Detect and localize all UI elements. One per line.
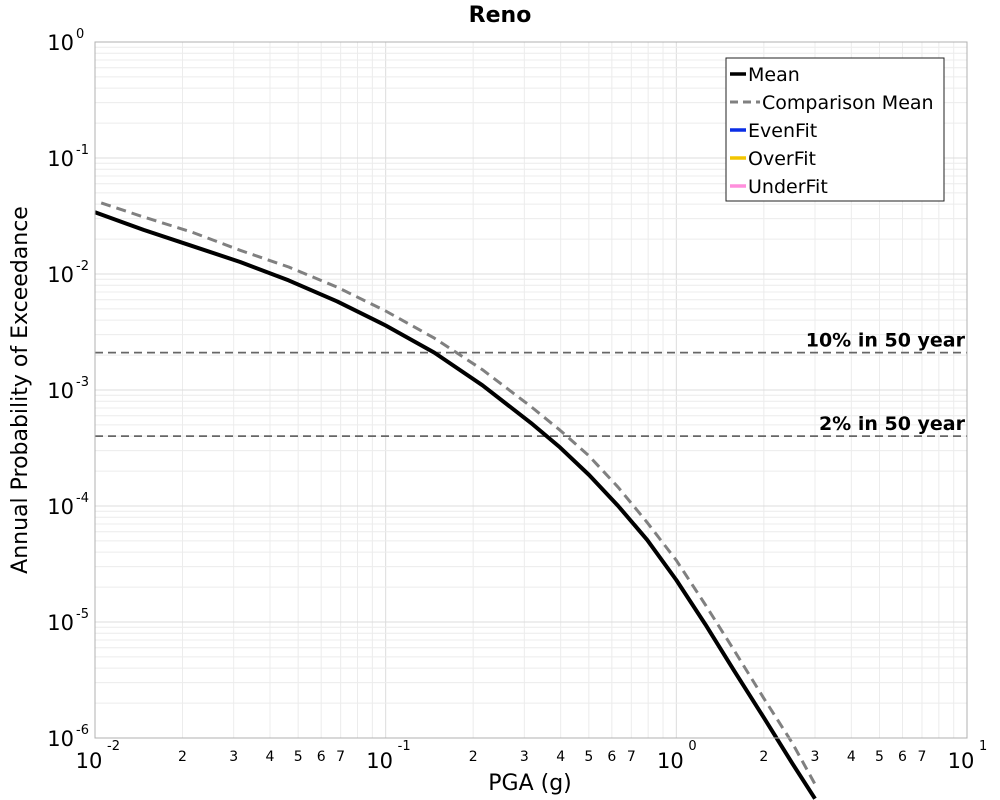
x-tick-exponent: 1 xyxy=(979,739,987,754)
x-minor-tick-label: 3 xyxy=(229,749,238,765)
legend-label: EvenFit xyxy=(748,120,817,142)
y-tick-label: 10 xyxy=(47,263,74,287)
y-tick-label: 10 xyxy=(47,495,74,519)
legend-label: OverFit xyxy=(748,148,816,170)
x-tick-label: 10 xyxy=(76,749,103,773)
y-tick-label: 10 xyxy=(47,727,74,751)
x-minor-tick-label: 7 xyxy=(336,749,345,765)
y-tick-exponent: -5 xyxy=(76,607,89,622)
y-tick-exponent: -2 xyxy=(76,259,89,274)
reference-line-label: 2% in 50 year xyxy=(819,413,966,435)
x-minor-tick-label: 5 xyxy=(584,749,593,765)
x-minor-tick-label: 3 xyxy=(520,749,529,765)
x-minor-tick-label: 6 xyxy=(317,749,326,765)
y-tick-exponent: -6 xyxy=(76,723,89,738)
legend-label: Mean xyxy=(748,64,800,86)
x-minor-tick-label: 2 xyxy=(178,749,187,765)
y-tick-label: 10 xyxy=(47,31,74,55)
plot-frame xyxy=(94,41,968,739)
x-tick-exponent: 0 xyxy=(688,739,696,754)
x-minor-tick-label: 4 xyxy=(266,749,275,765)
chart-title: Reno xyxy=(469,3,532,28)
x-minor-tick-label: 3 xyxy=(811,749,820,765)
y-tick-exponent: -4 xyxy=(76,491,89,506)
x-tick-label: 10 xyxy=(366,749,393,773)
x-minor-tick-label: 5 xyxy=(294,749,303,765)
grid-lines xyxy=(94,42,967,739)
legend-box xyxy=(725,57,945,202)
x-minor-tick-label: 2 xyxy=(759,749,768,765)
y-tick-exponent: 0 xyxy=(76,27,84,42)
y-tick-label: 10 xyxy=(47,147,74,171)
y-tick-exponent: -1 xyxy=(76,143,89,158)
x-minor-tick-label: 4 xyxy=(556,749,565,765)
x-axis-label: PGA (g) xyxy=(488,771,572,796)
x-minor-tick-label: 4 xyxy=(847,749,856,765)
x-tick-exponent: -1 xyxy=(398,739,411,754)
series-line-comparison-mean xyxy=(100,201,817,785)
y-tick-label: 10 xyxy=(47,379,74,403)
x-minor-tick-label: 7 xyxy=(918,749,927,765)
x-minor-tick-label: 2 xyxy=(469,749,478,765)
x-minor-tick-label: 5 xyxy=(875,749,884,765)
y-tick-label: 10 xyxy=(47,611,74,635)
x-tick-exponent: -2 xyxy=(107,739,120,754)
reference-lines: 10% in 50 year 2% in 50 year xyxy=(95,330,967,438)
legend: Mean Comparison Mean EvenFit OverFit UnderFi… xyxy=(725,57,945,202)
x-minor-tick-label: 7 xyxy=(627,749,636,765)
y-axis-label: Annual Probability of Exceedance xyxy=(8,206,33,574)
x-minor-tick-label: 6 xyxy=(898,749,907,765)
x-tick-label: 10 xyxy=(948,749,975,773)
series-layer xyxy=(94,201,817,800)
legend-label: UnderFit xyxy=(748,176,828,198)
reference-line-label: 10% in 50 year xyxy=(806,330,966,352)
x-minor-tick-label: 6 xyxy=(607,749,616,765)
y-tick-exponent: -3 xyxy=(76,375,89,390)
legend-label: Comparison Mean xyxy=(762,92,934,114)
x-tick-label: 10 xyxy=(657,749,684,773)
series-line-mean xyxy=(94,210,817,800)
